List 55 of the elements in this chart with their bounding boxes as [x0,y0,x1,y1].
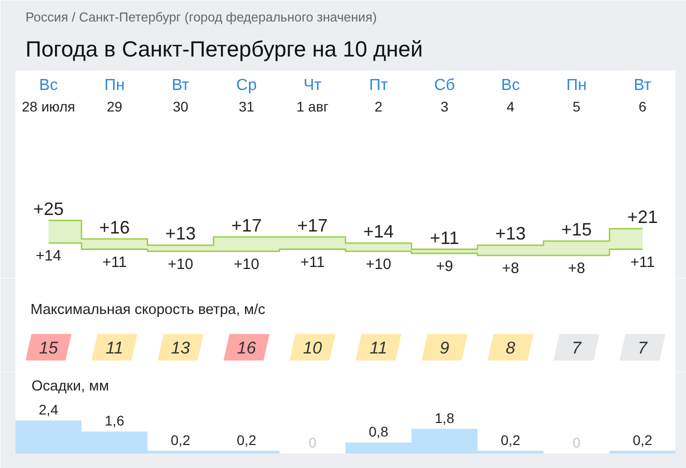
data-label: +8 [502,260,520,277]
data-label: 0 [308,434,317,450]
data-label: +25 [33,198,64,219]
data-label: 11 [370,338,388,358]
data-label: 8 [506,338,516,358]
data-label: 11 [106,338,124,358]
x-tick-label: Вс 4 [501,77,520,114]
data-label: 0,2 [170,432,190,448]
data-label: 1,8 [434,410,454,426]
data-label: +14 [363,222,394,242]
x-tick-label: Сб 3 [434,77,455,114]
data-label: 15 [39,338,58,358]
chart-title: Максимальная скорость ветра, м/с [30,302,266,318]
text: Россия / Санкт-Петербург (город федерального значения) [26,10,377,24]
data-label: +9 [436,258,454,275]
data-label: 9 [440,338,450,358]
data-label: +10 [234,256,260,273]
data-label: 0,2 [632,432,652,448]
data-label: +8 [568,260,586,277]
chart-title: Осадки, мм [32,378,109,394]
data-label: +10 [366,256,392,273]
data-label: +21 [627,207,658,228]
data-label: +11 [102,254,127,271]
data-label: 13 [171,338,190,358]
data-label: 0,8 [368,424,388,440]
data-label: +11 [430,228,460,248]
data-label: +10 [168,256,194,273]
x-tick-label: Пт 2 [369,77,389,114]
data-label: 0 [572,434,581,450]
data-label: 1,6 [104,412,124,428]
data-label: 7 [572,338,582,358]
data-label: +16 [99,217,130,238]
data-label: +15 [561,220,592,240]
data-label: +11 [300,254,325,271]
x-tick-label: Чт 1 авг [296,77,329,114]
x-tick-label: Пн 29 [104,77,125,114]
bar [610,450,676,454]
x-tick-label: Вс 28 июля [22,77,76,114]
data-label: 0,2 [500,432,520,448]
x-tick-label: Ср 31 [236,77,257,114]
data-label: +14 [36,248,62,265]
data-label: +17 [297,215,328,236]
data-label: +13 [495,224,526,244]
data-label: +11 [630,254,655,271]
data-label: 7 [638,338,648,358]
data-label: +13 [165,224,196,244]
x-tick-label: Вт 30 [172,77,190,114]
data-label: 10 [303,338,322,358]
data-label: 2,4 [38,402,58,418]
data-label: 0,2 [236,432,256,448]
data-label: +17 [231,215,262,236]
data-label: 16 [237,338,256,358]
x-tick-label: Вт 6 [634,77,652,114]
x-tick-label: Пн 5 [566,77,587,114]
chart-title: Погода в Санкт-Петербурге на 10 дней [26,36,423,62]
